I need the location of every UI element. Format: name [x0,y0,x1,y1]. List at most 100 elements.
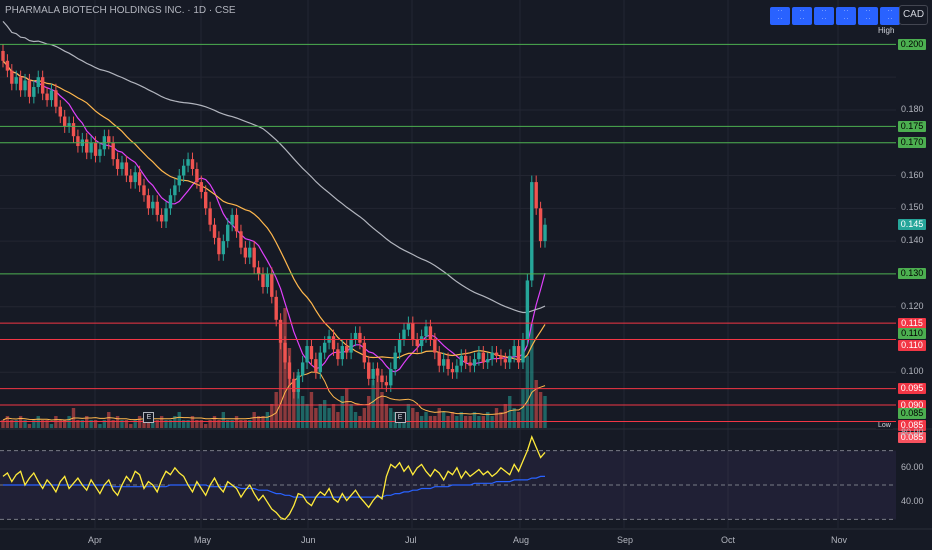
candle-body [98,149,102,156]
y-tick-label: 0.150 [901,202,924,213]
volume-bar [54,416,58,428]
candle-body [287,362,292,379]
volume-bar [10,420,14,428]
volume-bar [151,420,155,428]
volume-bar [190,416,195,428]
volume-bar [32,420,36,428]
volume-bar [331,404,336,428]
volume-bar [530,324,534,428]
volume-bar [486,412,490,428]
indicator-1-icon[interactable]: · · · · [770,7,790,25]
volume-bar [164,420,168,428]
currency-button[interactable]: CAD [899,5,928,25]
volume-bar [389,408,393,428]
volume-bar [137,416,142,428]
indicator-5-icon[interactable]: · · · · [858,7,878,25]
candle-body [190,159,195,169]
candle-body [371,368,375,379]
candle-body [226,224,230,242]
earnings-marker[interactable]: E [143,412,155,423]
volume-bar [503,404,508,428]
volume-bar [217,420,221,428]
volume-bar [45,420,49,428]
volume-bar [468,416,472,428]
candle-body [441,359,446,366]
volume-bar [221,412,226,428]
volume-bar [318,404,322,428]
volume-bar [14,420,18,428]
indicator-6-icon[interactable]: · · · · [880,7,900,25]
volume-bar [173,416,177,428]
volume-bar [516,412,521,428]
volume-bar [40,420,45,428]
x-tick-label: Apr [88,535,103,545]
price-tag-red: 0.085 [898,419,926,431]
candle-body [358,332,362,343]
volume-ma-line [2,371,546,421]
x-tick-label: Jul [405,535,417,545]
candle-body [521,339,525,363]
volume-bar [199,420,203,428]
candle-body [402,329,406,340]
candle-body [419,336,424,347]
candle-body [508,355,512,363]
candle-body [137,172,142,186]
y-tick-label: 0.100 [901,366,924,377]
candle-body [331,336,336,350]
chart-title: PHARMALA BIOTECH HOLDINGS INC. · 1D · CS… [5,5,236,16]
candle-body [129,175,133,183]
candle-body [345,346,349,353]
volume-bar [300,396,305,428]
volume-bar [384,404,389,428]
indicator-toolbar[interactable]: · · · · · · · · · · · · · · · · · · · · · · · … [770,7,900,25]
rsi-y-tick-label: 80.00 [901,427,924,438]
candle-body [428,326,433,340]
volume-bar [455,416,459,428]
candle-body [367,362,371,379]
candle-body [380,375,384,383]
y-tick-label: 0.160 [901,169,924,180]
volume-bar [124,420,129,428]
price-tag-red: 0.110 [898,339,926,351]
candle-body [265,273,270,288]
volume-bar [252,412,256,428]
volume-bar [120,420,124,428]
volume-bar [23,420,27,428]
indicator-2-icon[interactable]: · · · · [792,7,812,25]
candle-body [107,136,111,143]
indicator-3-icon[interactable]: · · · · [814,7,834,25]
candle-body [300,362,305,376]
candle-body [248,247,252,258]
candle-body [32,87,36,97]
candle-body [142,185,146,196]
rsi-y-tick-label: 60.00 [901,461,924,472]
candle-body [239,231,243,248]
candle-body [76,136,80,147]
volume-bar [543,396,547,428]
candle-body [85,139,89,153]
candle-body [261,273,265,288]
price-tag-red: 0.115 [898,317,926,329]
volume-bar [441,412,446,428]
volume-bar [508,396,512,428]
volume-bar [98,424,102,428]
volume-bar [367,396,371,428]
volume-bar [309,392,314,428]
volume-bar [292,380,296,428]
volume-bar [287,348,292,428]
candle-body [481,352,486,363]
volume-bar [450,412,455,428]
price-tag-green: 0.200 [898,38,926,50]
candle-body [27,80,32,97]
candle-body [177,175,181,186]
volume-bar [411,408,415,428]
candle-body [274,296,278,320]
candle-body [384,382,389,386]
price-tag-green: 0.170 [898,137,926,149]
indicator-4-icon[interactable]: · · · · [836,7,856,25]
earnings-marker[interactable]: E [394,412,406,423]
volume-bar [5,416,10,428]
y-tick-label: 0.120 [901,300,924,311]
candle-body [455,365,459,373]
